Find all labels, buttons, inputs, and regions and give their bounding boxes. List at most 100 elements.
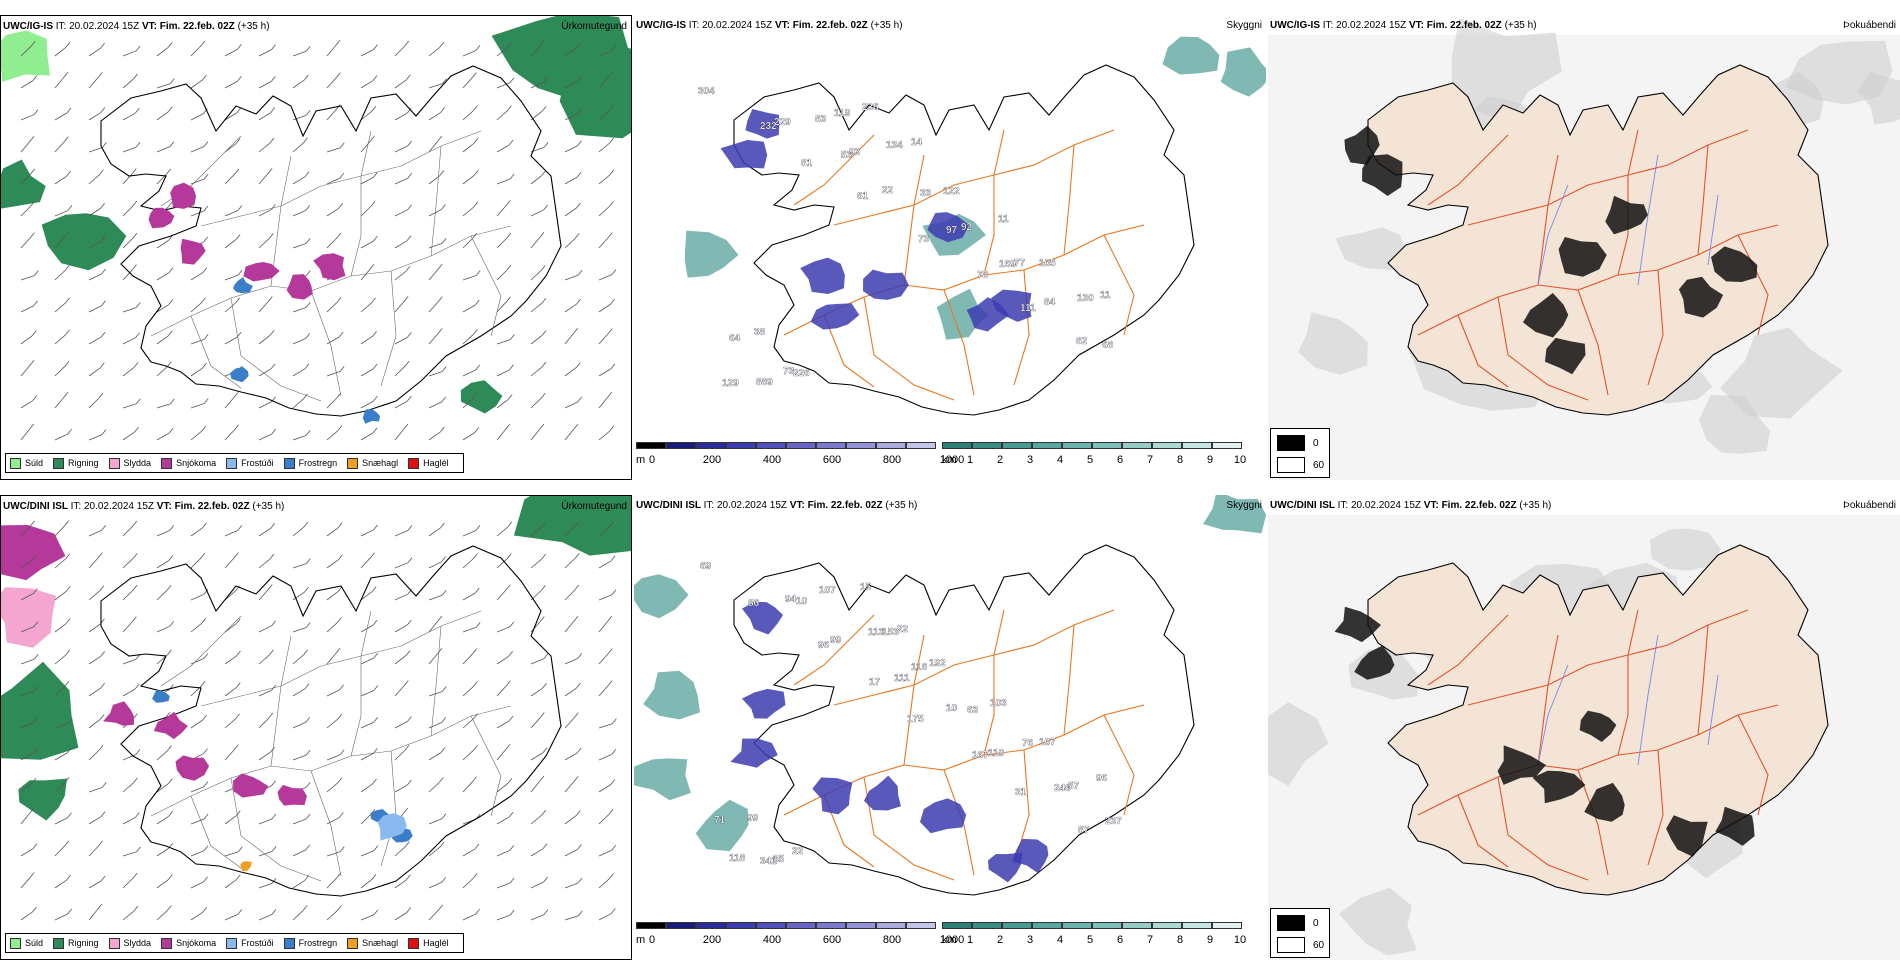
wind-barb-flag [404, 40, 410, 47]
wind-barb-flag [610, 779, 616, 785]
wind-barb [190, 850, 205, 857]
wind-barb-flag [437, 328, 443, 334]
wind-barb [122, 589, 134, 601]
wind-barb [156, 530, 170, 537]
wind-barb-flag [542, 682, 547, 689]
wind-barb-flag [32, 843, 38, 849]
wind-barb-flag [539, 616, 545, 622]
wind-barb-flag [304, 171, 310, 178]
wind-barb-flag [541, 809, 547, 816]
legend-swatch [161, 457, 173, 469]
wind-barb-flag [336, 72, 341, 78]
wind-barb-flag [269, 137, 275, 144]
wind-barb-flag [100, 331, 106, 338]
wind-barb-flag [539, 232, 545, 238]
wind-barb [292, 337, 306, 345]
wind-barb [462, 206, 474, 217]
road-line [1063, 624, 1075, 736]
wind-barb-flag [135, 141, 141, 148]
wind-barb-flag [472, 72, 477, 78]
wind-barb-flag [271, 780, 276, 787]
wind-barb [496, 82, 511, 89]
wind-barb [462, 913, 476, 921]
wind-barb [394, 365, 406, 377]
wind-barb [326, 430, 338, 441]
wind-barb [462, 653, 473, 665]
legend-swatch [53, 457, 65, 469]
wind-barb [190, 430, 203, 441]
wind-barb-flag [235, 810, 241, 816]
wind-barb [598, 206, 610, 217]
wind-barb [224, 210, 239, 217]
wind-barb [224, 815, 237, 825]
wind-barb [564, 657, 578, 665]
low-ceiling-area [927, 212, 969, 243]
wind-barb [530, 526, 543, 537]
colorbar-tick: 0 [648, 934, 656, 946]
wind-barb-flag [305, 46, 311, 52]
fog-index-map [1268, 18, 1900, 480]
snow-area [170, 182, 196, 209]
wind-barb-flag [267, 296, 273, 302]
visibility-value-label: 11 [998, 214, 1009, 225]
coastline [100, 65, 562, 417]
wind-barb-flag [541, 330, 547, 336]
wind-barb [190, 658, 205, 665]
wind-barb-flag [136, 846, 141, 853]
legend-item: Frostregn [283, 937, 337, 949]
wind-barb [292, 79, 305, 89]
colorbar-unit: km [942, 454, 957, 466]
wind-barb-flag [372, 396, 378, 402]
wind-barb [326, 653, 337, 665]
wind-barb [224, 655, 237, 665]
legend-swatch [408, 937, 420, 949]
road-line [823, 314, 875, 388]
wind-barb-flag [236, 107, 242, 113]
wind-barb-flag [64, 840, 69, 847]
wind-barb [598, 237, 609, 249]
colorbar-tick: 10 [1233, 934, 1247, 946]
wind-barb-flag [63, 232, 69, 238]
colorbar-unit: km [942, 934, 957, 946]
precip-type-legend: Súld Rigning Slydda Snjókoma Frostúði Frostre… [5, 933, 464, 953]
wind-barb-flag [609, 521, 614, 527]
wind-barb [258, 401, 272, 409]
wind-barb [258, 528, 271, 537]
wind-barb-flag [475, 525, 481, 531]
wind-barb-flag [439, 41, 445, 48]
wind-barb [224, 530, 238, 537]
wind-barb-flag [64, 680, 70, 687]
visibility-value-label: 22 [882, 185, 894, 196]
wind-barb-flag [67, 205, 73, 211]
wind-barb-flag [67, 718, 73, 724]
wind-barb-flag [133, 73, 138, 80]
wind-barb-flag [32, 554, 37, 561]
visibility-value-label: 53 [841, 150, 853, 161]
wind-barb-flag [167, 778, 173, 784]
wind-barb-flag [407, 332, 412, 338]
wind-barb-flag [65, 42, 71, 48]
wind-barb-flag [373, 845, 379, 851]
wind-barb-flag [607, 72, 613, 78]
wind-barb-flag [304, 74, 309, 81]
legend-item: Rigning [53, 937, 99, 949]
wind-barb-flag [403, 423, 409, 430]
wind-barb [496, 749, 507, 761]
wind-barb-flag [98, 552, 103, 558]
wind-barb-flag [540, 585, 546, 591]
colorbar-segment [1212, 442, 1242, 449]
wind-barb-flag [30, 520, 35, 527]
visibility-colorbar: km 1 2 3 4 5 6 7 8 9 10 [942, 442, 1247, 472]
road-line [1467, 129, 1749, 226]
visibility-value-label: 192 [929, 658, 946, 669]
wind-barb-flag [338, 331, 344, 338]
wind-barb [496, 399, 509, 409]
wind-barb-flag [203, 141, 209, 147]
wind-barb [428, 846, 441, 857]
wind-barb-flag [305, 717, 311, 723]
wind-barb-flag [101, 524, 107, 531]
legend-item: Frostúði [226, 457, 274, 469]
wind-barb [530, 848, 544, 857]
visibility-value-label: 10 [796, 596, 808, 607]
colorbar-tick: 8 [1176, 934, 1184, 946]
